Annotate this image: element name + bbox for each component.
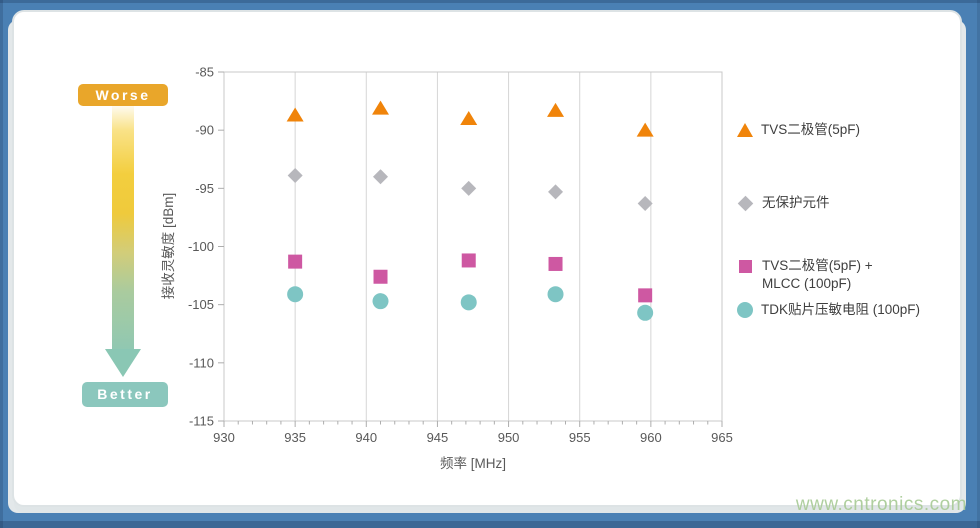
legend-label: 无保护元件 [762, 195, 830, 210]
better-badge: Better [82, 382, 168, 407]
chart-card [12, 10, 962, 507]
data-point-triangle [372, 100, 390, 115]
data-point-circle [287, 286, 304, 303]
legend-label: TVS二极管(5pF) [761, 122, 861, 137]
y-tick-label: -110 [189, 355, 214, 370]
data-point-square [288, 254, 303, 269]
data-point-triangle [636, 122, 654, 137]
worse-better-gradient-arrow [112, 106, 134, 350]
arrow-head-icon [105, 349, 141, 377]
data-point-diamond [461, 180, 477, 196]
x-tick-label: 940 [355, 430, 377, 445]
x-tick-label: 960 [640, 430, 662, 445]
data-point-circle [637, 304, 654, 321]
legend-item-no-protection: 无保护元件 [737, 194, 830, 212]
legend-item-tvs-mlcc: TVS二极管(5pF) + MLCC (100pF) [737, 257, 873, 293]
x-tick-label: 955 [569, 430, 591, 445]
legend-label: TVS二极管(5pF) + MLCC (100pF) [762, 258, 873, 291]
y-tick-label: -115 [189, 414, 214, 429]
x-tick-label: 935 [284, 430, 306, 445]
y-tick-label: -95 [195, 181, 214, 196]
x-axis-title: 频率 [MHz] [440, 456, 506, 471]
data-point-square [638, 288, 653, 303]
data-point-triangle [547, 102, 565, 117]
data-point-square [548, 256, 563, 271]
x-tick-label: 965 [711, 430, 733, 445]
data-point-circle [547, 286, 564, 303]
diamond-marker-icon [737, 195, 754, 211]
square-marker-icon [739, 260, 752, 273]
triangle-marker-icon [737, 123, 753, 137]
data-point-square [373, 269, 388, 284]
data-point-diamond [287, 168, 303, 184]
y-tick-label: -85 [195, 65, 214, 80]
x-tick-label: 945 [427, 430, 449, 445]
data-point-square [461, 253, 476, 268]
watermark: www.cntronics.com [795, 494, 967, 515]
data-point-triangle [460, 111, 478, 126]
y-tick-label: -100 [188, 239, 214, 254]
legend-item-tdk-varistor: TDK贴片压敏电阻 (100pF) [737, 301, 920, 319]
data-point-diamond [637, 195, 653, 211]
data-point-triangle [286, 107, 304, 122]
data-point-diamond [373, 169, 389, 185]
x-tick-label: 930 [213, 430, 235, 445]
worse-badge: Worse [78, 84, 168, 106]
legend-item-tvs-diode: TVS二极管(5pF) [737, 121, 860, 139]
legend-label: TDK贴片压敏电阻 (100pF) [761, 302, 921, 317]
y-tick-label: -90 [195, 123, 214, 138]
data-point-circle [460, 294, 477, 311]
y-tick-label: -105 [188, 297, 214, 312]
data-point-circle [372, 293, 389, 310]
circle-marker-icon [737, 302, 753, 318]
data-point-diamond [548, 184, 564, 200]
x-tick-label: 950 [498, 430, 520, 445]
